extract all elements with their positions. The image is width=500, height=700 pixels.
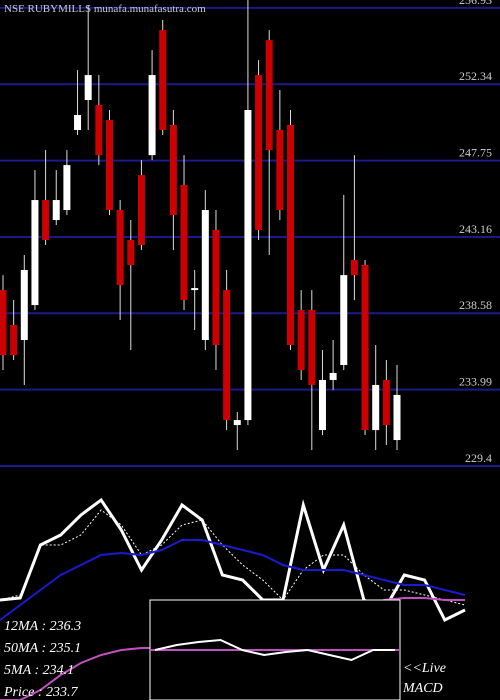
candle-body [105,119,113,211]
candles [0,0,401,451]
candle-body [20,269,28,341]
candle-body [31,200,39,306]
legend-entry: 50MA : 235.1 [4,641,81,656]
macd-line [154,638,395,662]
candle-body [340,275,348,365]
candle-body [233,420,241,426]
y-tick-label: 229.4 [465,451,492,465]
candle-body [127,239,135,265]
candle-body [63,165,71,211]
candle-body [212,230,220,346]
candle-body [297,310,305,370]
candle-body [0,290,7,355]
candle-body [84,75,92,101]
candle-body [180,185,188,301]
legend-entry: 5MA : 234.1 [4,663,74,678]
candle-body [42,200,50,240]
y-tick-label: 233.99 [459,375,492,389]
live-label: <<Live [403,661,446,676]
legend-entry: Price : 233.7 [3,685,78,700]
candle-body [287,124,295,346]
y-tick-label: 256.93 [459,0,492,7]
candle-body [372,384,380,431]
indicator-line [0,509,466,606]
legend-entry: 12MA : 236.3 [4,619,81,634]
candle-body [244,110,252,421]
indicator-line [0,539,466,621]
y-tick-label: 252.34 [459,69,492,83]
candle-body [382,379,390,426]
candle-body [223,290,231,421]
candle-body [276,129,284,211]
candle-body [329,372,337,380]
grid: 229.4 233.99 238.58 243.16 247.75 252.34 256.9… [0,0,500,468]
candle-body [95,105,103,156]
candle-body [265,40,273,151]
candle-body [137,175,145,245]
candle-body [308,310,316,385]
macd-label: MACD [402,681,443,696]
y-tick-label: 238.58 [459,298,492,312]
candle-body [393,394,401,441]
candle-body [169,124,177,216]
candle-body [10,325,18,355]
chart-title: NSE RUBYMILLS munafa.munafasutra.com [4,3,206,15]
candle-body [361,264,369,431]
candle-body [201,210,209,341]
candle-body [159,30,167,130]
macd [154,638,395,662]
candle-body [191,288,199,291]
candle-body [116,210,124,286]
candle-body [350,259,358,276]
y-tick-label: 243.16 [459,222,492,236]
candle-body [255,75,263,231]
candle-body [318,379,326,431]
candle-body [148,75,156,156]
candle-body [52,200,60,221]
y-tick-label: 247.75 [459,146,492,160]
candle-body [74,115,82,130]
